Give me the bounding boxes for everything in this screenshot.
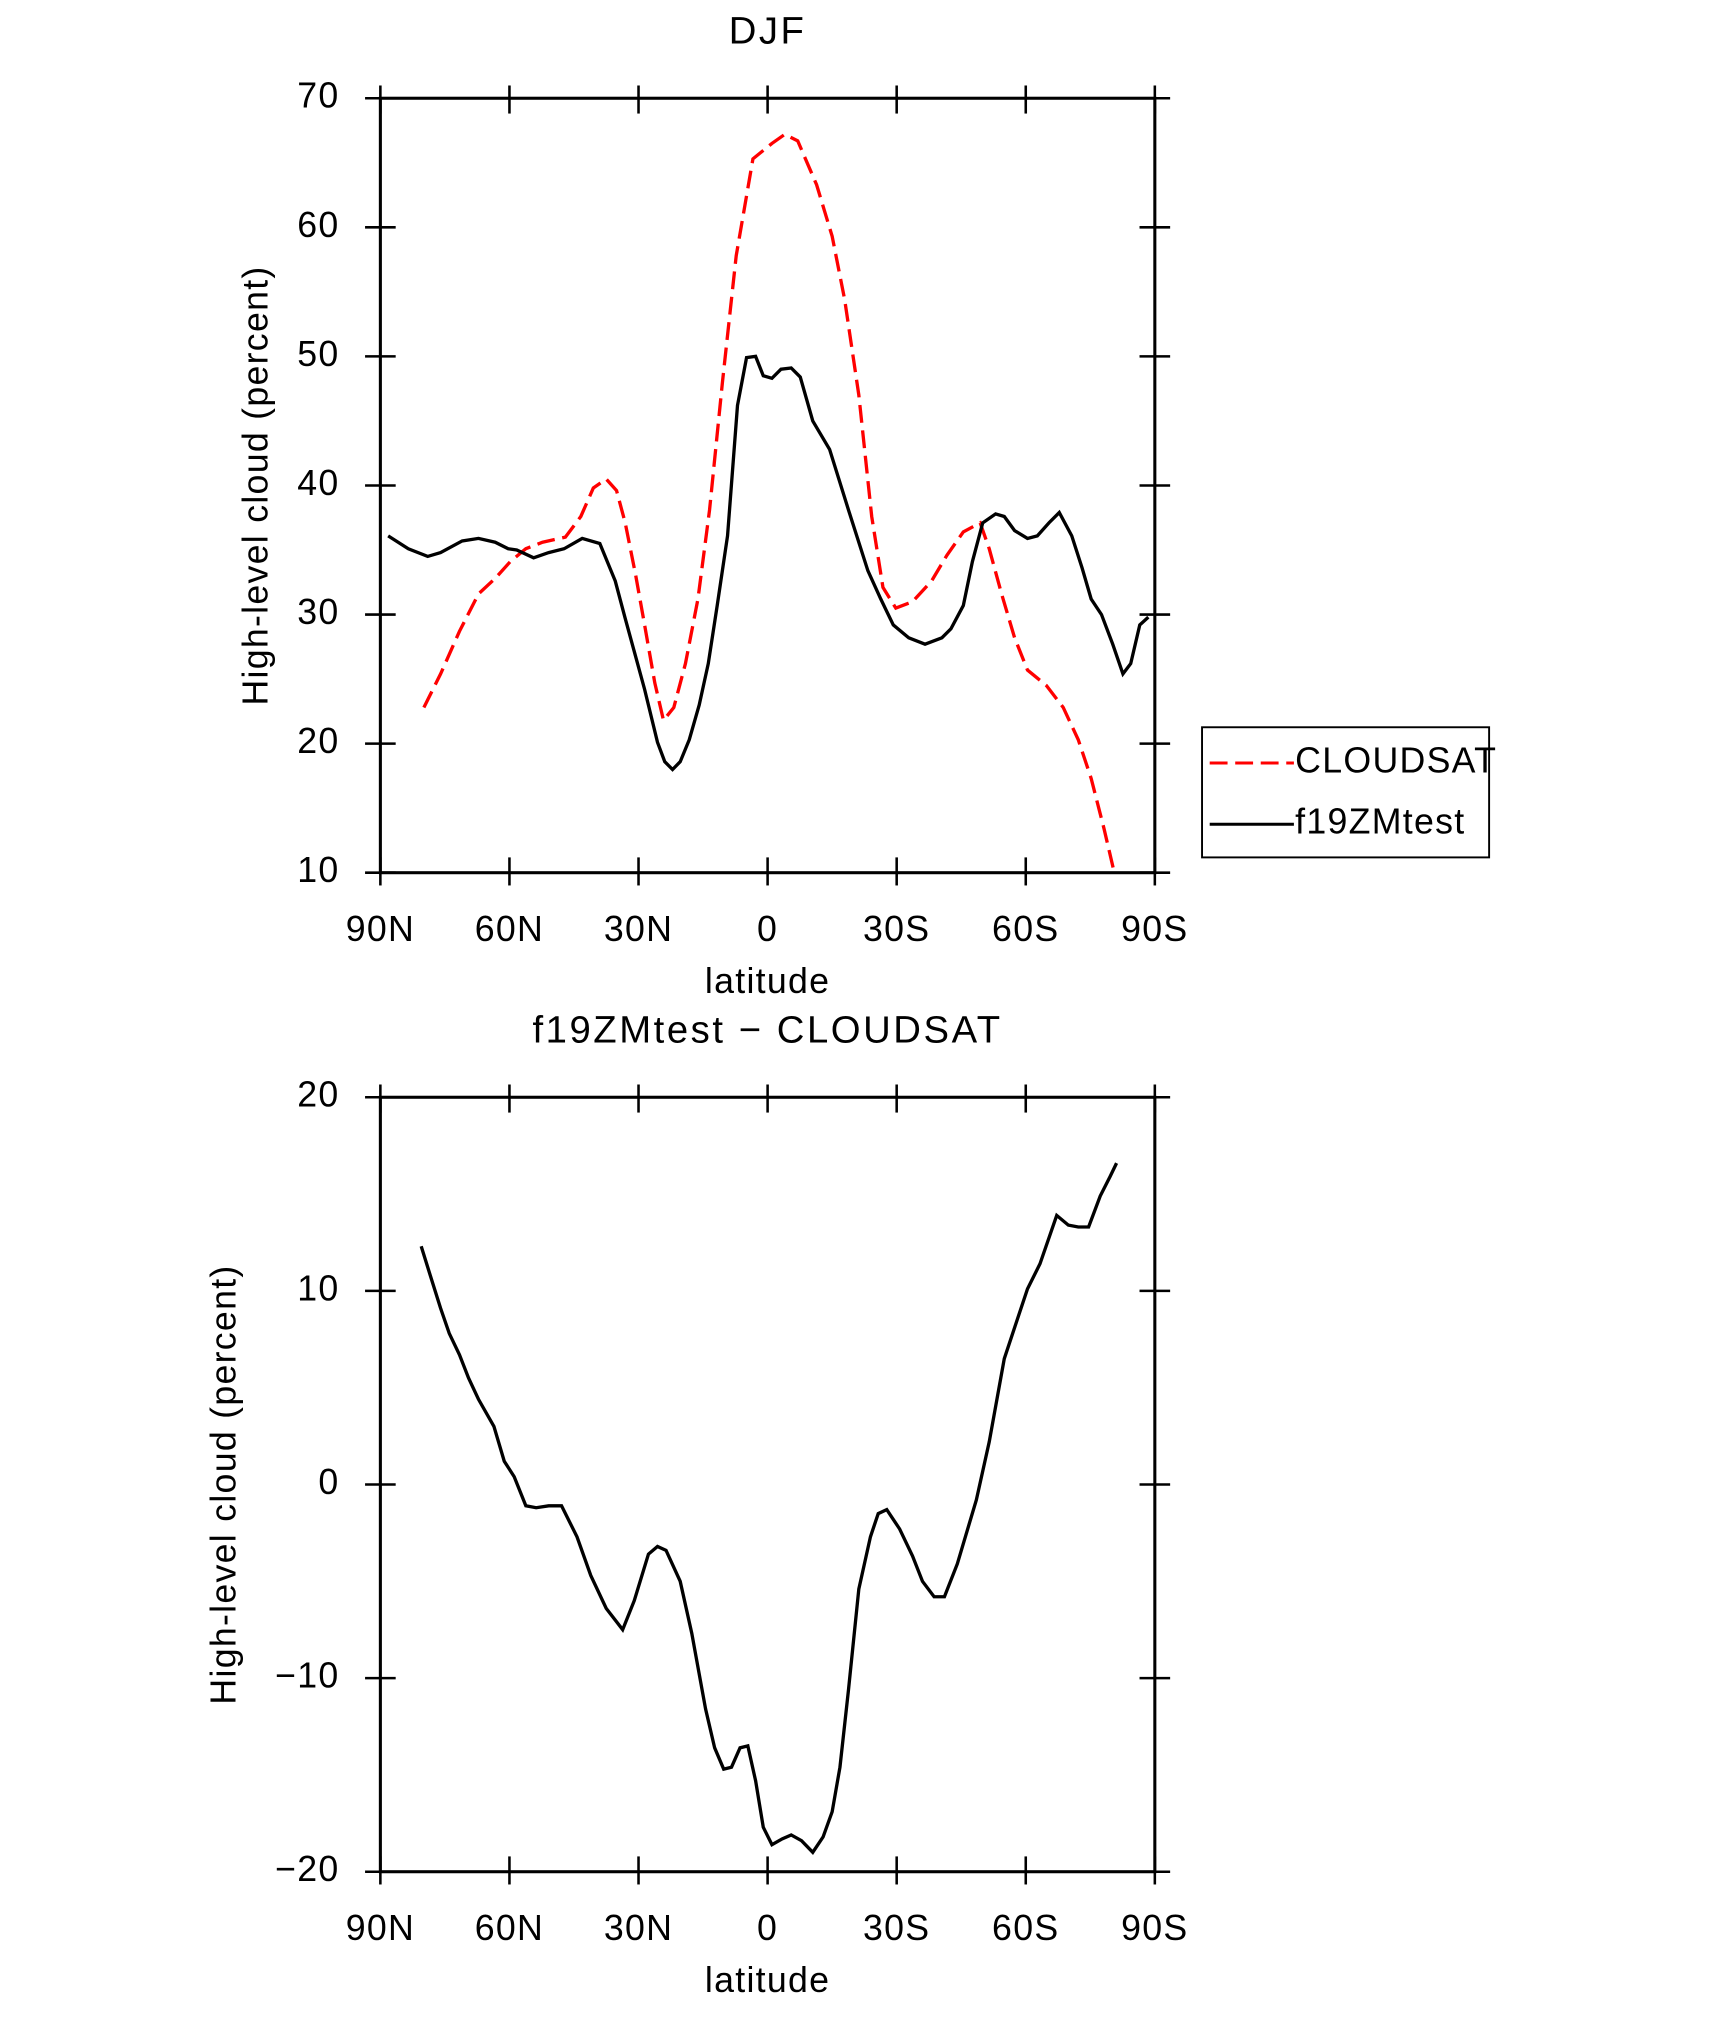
x-tick-label: 60N <box>475 1908 544 1948</box>
x-tick-label: 90N <box>346 909 415 949</box>
x-tick-label: 60S <box>992 1908 1059 1948</box>
y-tick-label: 20 <box>297 721 339 761</box>
x-tick-label: 60N <box>475 909 544 949</box>
y-axis-label: High-level cloud (percent) <box>235 265 275 705</box>
x-tick-label: 30S <box>863 909 930 949</box>
x-tick-label: 30N <box>604 1908 673 1948</box>
y-tick-label: 0 <box>318 1462 339 1502</box>
y-axis-label: High-level cloud (percent) <box>203 1264 243 1704</box>
y-tick-label: −20 <box>275 1849 339 1889</box>
y-tick-label: 10 <box>297 850 339 890</box>
x-tick-label: 90S <box>1121 909 1188 949</box>
x-tick-label: 30N <box>604 909 673 949</box>
x-tick-label: 0 <box>757 1908 778 1948</box>
y-tick-label: 30 <box>297 592 339 632</box>
y-tick-label: −10 <box>275 1656 339 1696</box>
data-line <box>419 1162 1119 1855</box>
legend-label: CLOUDSAT <box>1295 740 1497 780</box>
chart-title: f19ZMtest − CLOUDSAT <box>532 1008 1002 1051</box>
y-tick-label: 70 <box>297 76 339 116</box>
x-tick-label: 30S <box>863 1908 930 1948</box>
data-line <box>387 354 1150 772</box>
x-tick-label: 0 <box>757 909 778 949</box>
y-tick-label: 60 <box>297 205 339 245</box>
y-tick-label: 40 <box>297 463 339 503</box>
x-tick-label: 90S <box>1121 1908 1188 1948</box>
y-tick-label: 20 <box>297 1075 339 1115</box>
x-tick-label: 90N <box>346 1908 415 1948</box>
chart-title: DJF <box>729 9 807 52</box>
legend-label: f19ZMtest <box>1295 802 1465 842</box>
plot-frame <box>378 96 1157 875</box>
x-axis-label: latitude <box>705 1960 830 2000</box>
plot-frame <box>378 1095 1157 1874</box>
y-tick-label: 10 <box>297 1268 339 1308</box>
y-tick-label: 50 <box>297 334 339 374</box>
x-tick-label: 60S <box>992 909 1059 949</box>
legend-box <box>1201 726 1491 859</box>
x-axis-label: latitude <box>705 961 830 1001</box>
data-line <box>422 132 1116 872</box>
